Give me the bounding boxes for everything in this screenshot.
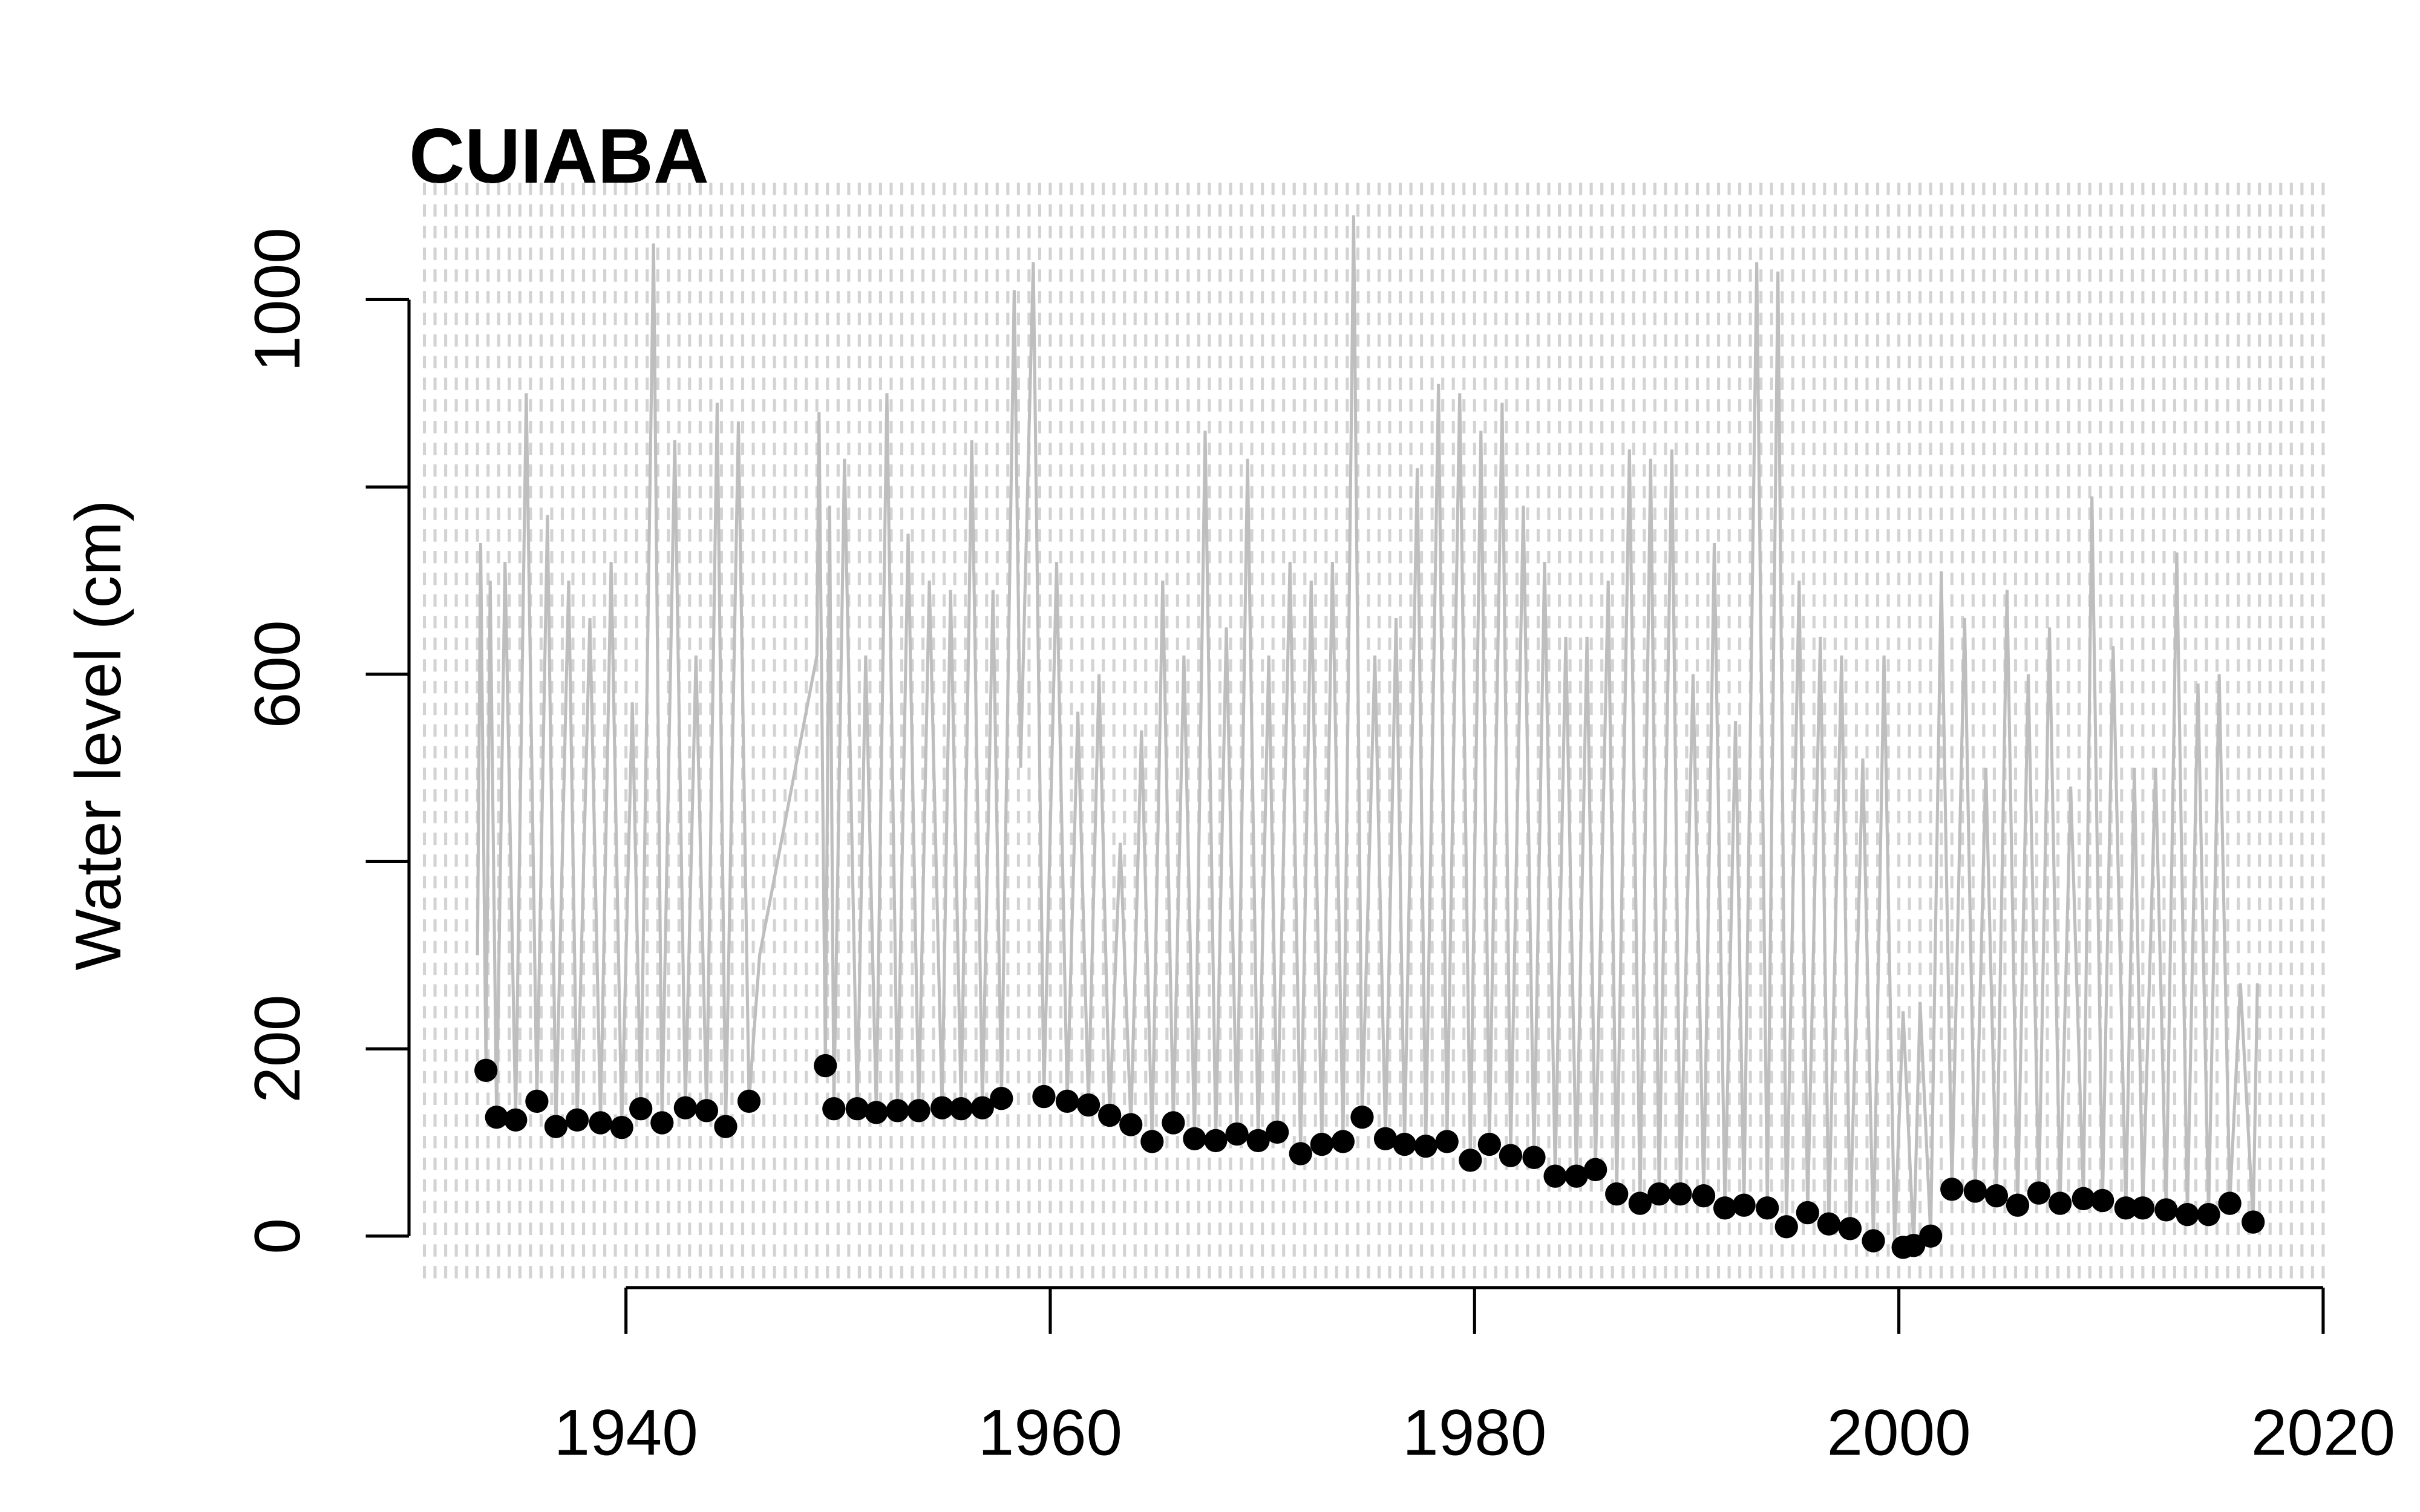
min-point [1543, 1164, 1567, 1188]
min-point [525, 1089, 549, 1113]
x-tick-label: 1940 [554, 1396, 698, 1468]
min-point [1692, 1184, 1716, 1208]
min-point [474, 1058, 498, 1082]
min-point [822, 1097, 846, 1121]
min-point [1565, 1164, 1588, 1188]
min-point [1435, 1130, 1459, 1153]
min-point [1140, 1130, 1164, 1153]
min-point [1902, 1234, 1926, 1257]
min-point [970, 1096, 994, 1119]
min-point [1331, 1130, 1355, 1153]
min-point [1522, 1145, 1546, 1169]
min-point [629, 1097, 653, 1121]
min-point [2176, 1203, 2199, 1227]
min-point [2197, 1203, 2220, 1227]
min-point [886, 1099, 909, 1123]
y-tick-label: 0 [241, 1218, 313, 1254]
min-point [1756, 1196, 1779, 1220]
min-point [2242, 1210, 2265, 1234]
min-point [1225, 1122, 1249, 1146]
min-point [1162, 1111, 1185, 1135]
min-point [930, 1096, 954, 1119]
min-point [695, 1099, 719, 1123]
min-point [565, 1108, 589, 1132]
min-point [2072, 1187, 2095, 1211]
min-point [504, 1108, 528, 1132]
y-tick-label: 600 [241, 620, 313, 728]
min-point [1732, 1193, 1756, 1217]
min-point [1076, 1093, 1100, 1117]
min-point [673, 1096, 697, 1119]
min-point [2091, 1188, 2114, 1213]
min-point [814, 1054, 837, 1078]
min-point [1373, 1127, 1398, 1150]
min-point [1055, 1089, 1079, 1113]
min-point [2131, 1196, 2154, 1220]
min-point [1796, 1201, 1819, 1225]
min-point [544, 1115, 568, 1138]
y-tick-label: 1000 [241, 227, 313, 372]
min-point [1032, 1084, 1056, 1109]
min-point [610, 1116, 633, 1139]
min-point [1919, 1224, 1943, 1248]
min-point [1098, 1103, 1122, 1127]
min-point [949, 1097, 973, 1121]
min-point [714, 1115, 737, 1138]
min-point [2048, 1191, 2072, 1215]
min-point [907, 1099, 930, 1123]
min-point [1862, 1229, 1885, 1253]
min-point [589, 1111, 612, 1135]
min-point [1183, 1127, 1206, 1150]
min-point [2218, 1191, 2242, 1215]
min-point [1499, 1144, 1523, 1167]
min-point [1628, 1191, 1652, 1215]
x-tick-label: 2000 [1826, 1396, 1970, 1468]
min-point [1605, 1182, 1629, 1206]
water-level-line [476, 215, 2259, 1246]
min-point [990, 1087, 1013, 1110]
min-point [2114, 1196, 2137, 1220]
x-tick-label: 2020 [2251, 1396, 2395, 1468]
min-point [1289, 1142, 1312, 1165]
min-point [1204, 1129, 1228, 1153]
min-point [1246, 1129, 1270, 1153]
min-point [1713, 1196, 1737, 1220]
min-point [1414, 1134, 1437, 1158]
y-axis-label: Water level (cm) [62, 500, 134, 970]
min-point [737, 1089, 761, 1113]
x-tick-label: 1960 [978, 1396, 1122, 1468]
min-point [1477, 1132, 1501, 1156]
min-point [845, 1097, 869, 1121]
min-point [1774, 1215, 1798, 1239]
min-point [1940, 1178, 1964, 1201]
min-point [2006, 1193, 2030, 1217]
min-point [1393, 1132, 1416, 1156]
min-point [1459, 1149, 1482, 1172]
min-point [865, 1101, 888, 1124]
min-point [1984, 1184, 2009, 1208]
min-point [2027, 1181, 2051, 1205]
min-point [485, 1105, 508, 1129]
min-point [1350, 1105, 1374, 1129]
min-point [1669, 1182, 1692, 1206]
axes: 0 200 600 1000 1940 1960 1980 2000 2020 [241, 227, 2395, 1468]
chart-title: CUIABA [409, 113, 709, 200]
min-point [1584, 1158, 1607, 1182]
min-point [1266, 1120, 1289, 1144]
min-point [1838, 1217, 1862, 1240]
y-tick-label: 200 [241, 994, 313, 1103]
min-point [1963, 1179, 1987, 1203]
min-point [1119, 1113, 1143, 1136]
min-point [650, 1111, 674, 1135]
min-point [1817, 1212, 1841, 1236]
min-point [1647, 1182, 1671, 1206]
x-tick-label: 1980 [1402, 1396, 1546, 1468]
plot-area [474, 215, 2265, 1259]
min-point [1310, 1132, 1333, 1156]
min-point [2154, 1198, 2178, 1222]
